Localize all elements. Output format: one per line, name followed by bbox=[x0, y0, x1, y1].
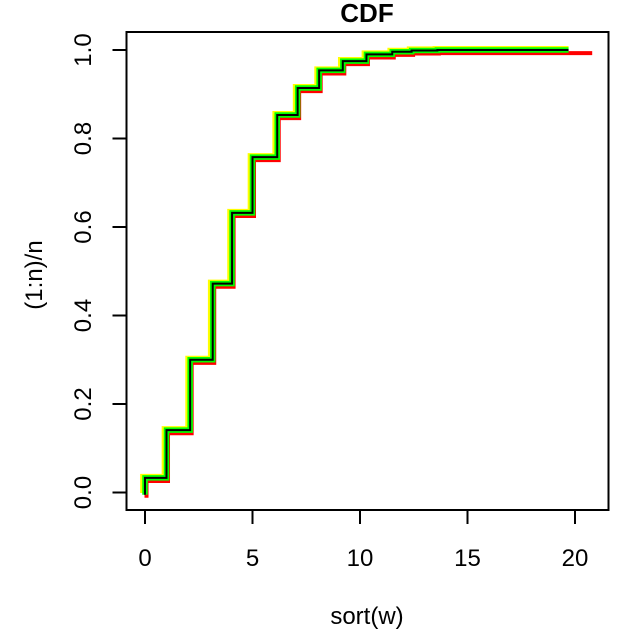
plot-title: CDF bbox=[340, 0, 393, 28]
ecdf-red-line bbox=[144, 51, 593, 498]
series-layer bbox=[140, 45, 593, 498]
x-tick-label: 20 bbox=[562, 545, 589, 572]
y-tick-label: 0.2 bbox=[70, 387, 97, 420]
plot-box bbox=[125, 31, 610, 511]
ecdf-black-line bbox=[144, 49, 569, 495]
y-tick-label: 0.6 bbox=[70, 210, 97, 243]
x-tick-label: 5 bbox=[246, 545, 259, 572]
y-tick-label: 1.0 bbox=[70, 33, 97, 66]
x-tick-label: 15 bbox=[454, 545, 481, 572]
ecdf-green-line bbox=[142, 47, 569, 495]
axes-layer: 0 5 10 15 20 0.0 0.2 0.4 0.6 0.8 1.0 bbox=[70, 33, 588, 572]
y-tick-label: 0.0 bbox=[70, 476, 97, 509]
x-tick-label: 0 bbox=[138, 545, 151, 572]
x-axis-label: sort(w) bbox=[330, 603, 403, 630]
y-tick-label: 0.4 bbox=[70, 299, 97, 332]
y-tick-label: 0.8 bbox=[70, 122, 97, 155]
y-axis-label: (1:n)/n bbox=[21, 240, 48, 309]
x-tick-label: 10 bbox=[347, 545, 374, 572]
ecdf-yellow-line bbox=[140, 45, 569, 493]
